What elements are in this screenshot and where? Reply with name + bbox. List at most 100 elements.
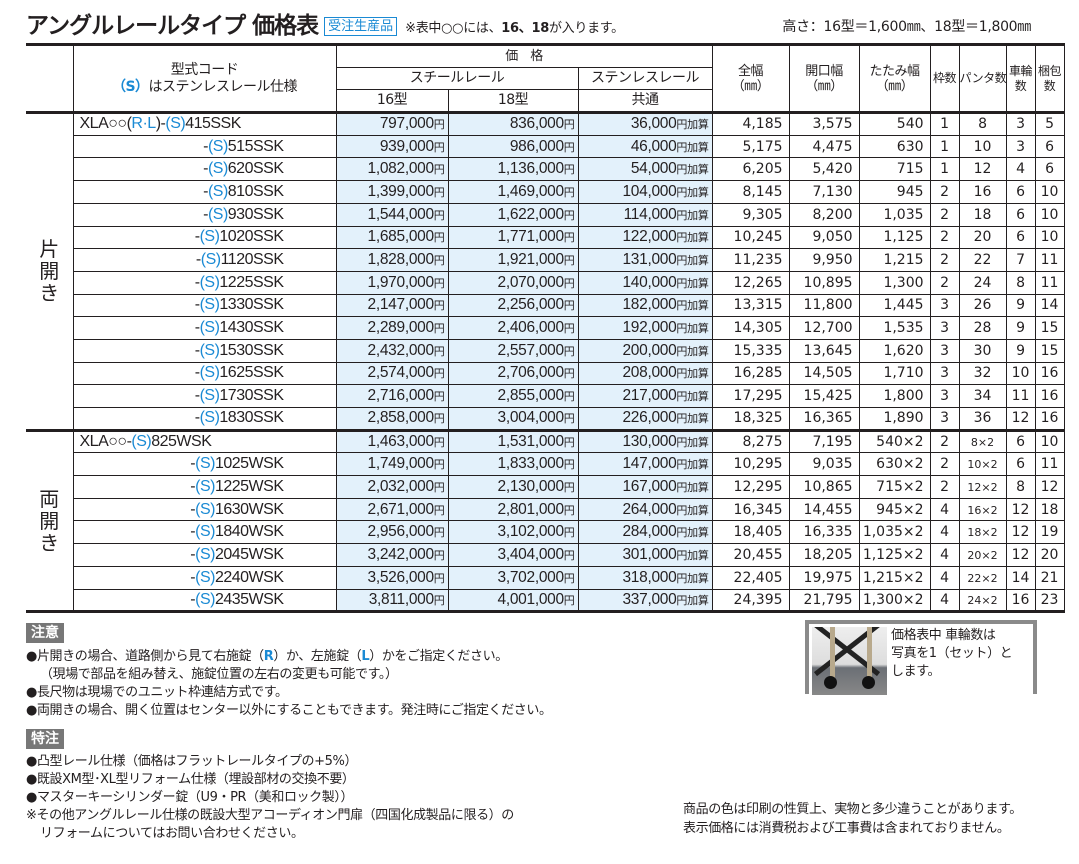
- caution-line1-c: ）かをご指定ください。: [369, 649, 508, 664]
- model-code: 1225SSK: [219, 273, 284, 291]
- price-stainless: 264,000: [622, 500, 677, 518]
- frames-cell: 3: [929, 384, 960, 408]
- note-bold: 16、18: [501, 21, 549, 36]
- s-marker: (S): [195, 568, 215, 586]
- wheels-cell: 11: [1005, 384, 1036, 408]
- wheels-cell: 12: [1005, 407, 1036, 432]
- total-width-cell: 17,295: [711, 384, 790, 408]
- folded-width-label: たたみ幅: [869, 63, 921, 79]
- frames-cell: 2: [929, 475, 960, 499]
- note-prefix: ※表中○○には、: [405, 21, 502, 36]
- folded-width-cell: 540: [858, 111, 931, 136]
- opening-width-cell: 8,200: [788, 202, 860, 227]
- code-prefix: -: [190, 590, 196, 608]
- wheels-cell: 3: [1005, 134, 1036, 159]
- price-18-cell: 3,702,000円: [447, 565, 579, 590]
- price-16-cell: 1,399,000円: [335, 180, 449, 204]
- model-code-cell: -(S)1840WSK: [72, 520, 337, 545]
- model-code-cell: -(S)1330SSK: [72, 293, 337, 318]
- model-code-cell: -(S)2240WSK: [72, 565, 337, 590]
- panta-value: 22×2: [967, 571, 998, 585]
- total-width-cell: 10,295: [711, 452, 790, 477]
- price-18-cell: 1,469,000円: [447, 180, 579, 204]
- s-marker: (S): [199, 273, 220, 291]
- price-stainless: 46,000: [630, 137, 677, 155]
- opening-width-header: 開口幅 （㎜）: [788, 42, 860, 114]
- price-16-cell: 1,463,000円: [335, 428, 449, 454]
- folded-width-cell: 1,035: [858, 202, 931, 227]
- total-width-cell: 18,405: [711, 520, 790, 545]
- total-width-cell: 10,245: [711, 225, 790, 250]
- total-width-cell: 11,235: [711, 248, 790, 272]
- price-18: 1,136,000: [497, 160, 565, 178]
- yen-unit: 円: [433, 459, 445, 472]
- price-16-cell: 2,432,000円: [335, 338, 449, 363]
- wheel-photo-note: 価格表中 車輪数は 写真を1（セット）と します。: [891, 627, 1013, 691]
- frames-cell: 2: [929, 270, 960, 295]
- price-16-cell: 2,289,000円: [335, 316, 449, 340]
- panta-cell: 26: [958, 293, 1007, 318]
- total-width-cell: 13,315: [711, 293, 790, 318]
- yen-unit: 円: [433, 277, 445, 290]
- packages-cell: 14: [1034, 293, 1065, 318]
- total-width-cell: 15,335: [711, 338, 790, 363]
- frames-cell: 4: [929, 565, 960, 590]
- model-code-cell: -(S)1625SSK: [72, 361, 337, 386]
- model-code-cell: -(S)1730SSK: [72, 384, 337, 408]
- table-row: -(S)1830SSK 2,858,000円 3,004,000円 226,000円加…: [26, 407, 1065, 432]
- wheels-header: 車輪数: [1005, 42, 1036, 114]
- code-prefix: -: [190, 523, 196, 541]
- add-unit: 円加算: [676, 186, 709, 199]
- price-stainless: 337,000: [622, 590, 677, 608]
- group-label-char: 両: [39, 486, 60, 511]
- price-16: 2,147,000: [367, 296, 435, 314]
- group-label: 両開き: [26, 428, 74, 614]
- price-16: 797,000: [379, 115, 434, 133]
- add-unit: 円加算: [676, 255, 709, 268]
- model-code: 2435WSK: [214, 590, 284, 608]
- model-code: 1840WSK: [214, 523, 284, 541]
- photo-note-line: 写真を1（セット）と: [891, 646, 1013, 661]
- price-16: 2,671,000: [367, 500, 435, 518]
- add-unit: 円加算: [676, 345, 709, 358]
- add-unit: 円加算: [676, 277, 709, 290]
- price-16-cell: 1,544,000円: [335, 202, 449, 227]
- total-width-cell: 22,405: [711, 565, 790, 590]
- s-marker: (S): [207, 160, 228, 178]
- price-stainless-cell: 337,000円加算: [577, 588, 713, 614]
- total-width-cell: 24,395: [711, 588, 790, 614]
- packages-header: 梱包数: [1034, 42, 1065, 114]
- model-code: 1120SSK: [220, 251, 284, 269]
- folded-width-cell: 540×2: [858, 428, 931, 454]
- packages-cell: 12: [1034, 475, 1065, 499]
- packages-cell: 10: [1034, 180, 1065, 204]
- price-stainless: 301,000: [622, 545, 677, 563]
- model-code: 620SSK: [227, 160, 284, 178]
- model-code: 1730SSK: [219, 387, 284, 405]
- price-18-cell: 1,921,000円: [447, 248, 579, 272]
- packages-cell: 11: [1034, 248, 1065, 272]
- price-18-cell: 2,855,000円: [447, 384, 579, 408]
- table-row: -(S)1025WSK 1,749,000円 1,833,000円 147,000円加…: [26, 452, 1065, 477]
- price-18-cell: 1,771,000円: [447, 225, 579, 250]
- code-prefix: XLA○○-: [79, 433, 132, 451]
- price-18: 2,130,000: [497, 477, 565, 495]
- packages-cell: 21: [1034, 565, 1065, 590]
- disclaimer-line: 商品の色は印刷の性質上、実物と多少違うことがあります。: [683, 802, 1022, 817]
- price-18-cell: 2,706,000円: [447, 361, 579, 386]
- packages-cell: 6: [1034, 134, 1065, 159]
- wheels-cell: 7: [1005, 248, 1036, 272]
- panta-cell: 24: [958, 270, 1007, 295]
- price-16: 1,685,000: [367, 228, 435, 246]
- model-code: 2045WSK: [214, 545, 284, 563]
- code-prefix: -: [194, 364, 200, 382]
- special-item: ●凸型レール仕様（価格はフラットレールタイプの+5%）: [26, 754, 358, 769]
- panta-cell: 16×2: [958, 497, 1007, 522]
- add-unit: 円加算: [676, 164, 709, 177]
- wheels-cell: 12: [1005, 520, 1036, 545]
- panta-value: 28: [973, 320, 992, 337]
- panta-cell: 8: [958, 111, 1007, 136]
- yen-unit: 円: [433, 186, 445, 199]
- frames-cell: 3: [929, 338, 960, 363]
- table-row: -(S)1730SSK 2,716,000円 2,855,000円 217,000円加…: [26, 384, 1065, 408]
